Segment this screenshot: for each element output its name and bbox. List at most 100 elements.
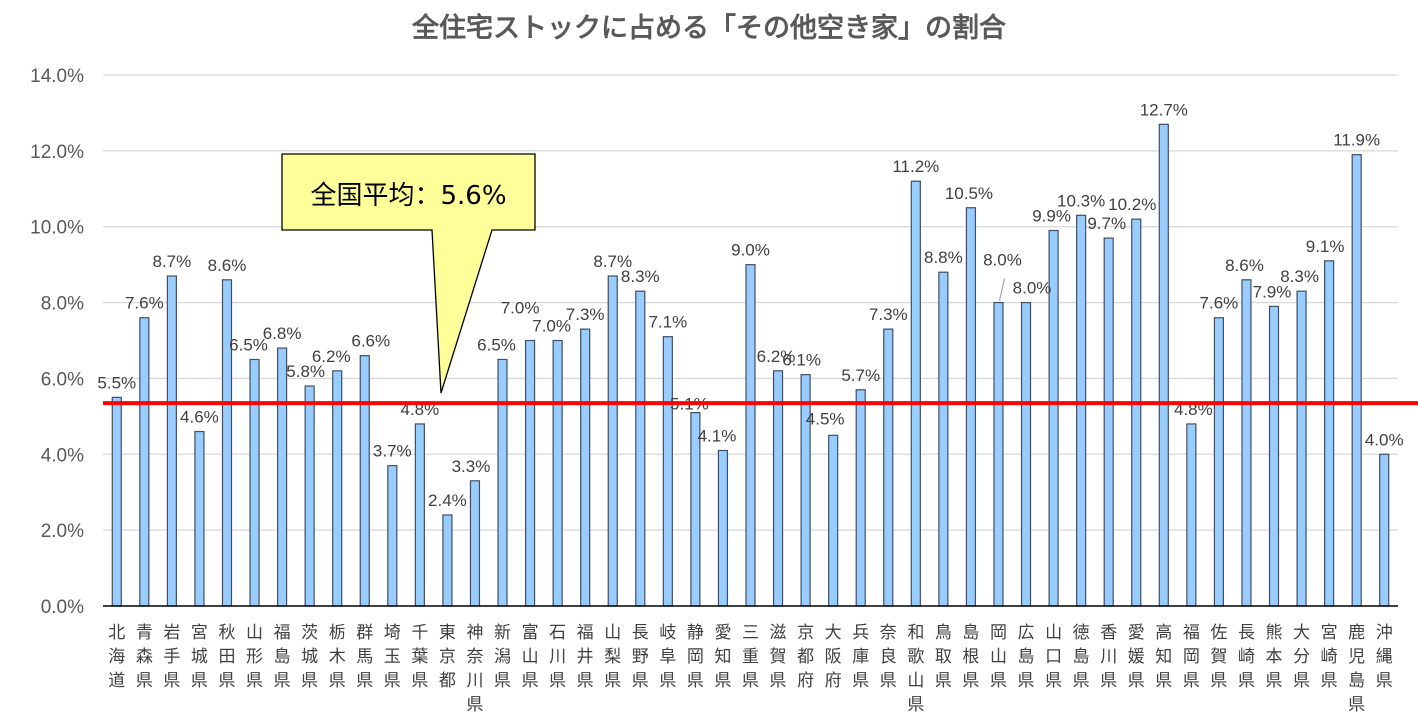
- data-label: 8.8%: [924, 248, 963, 267]
- x-category-label: 島根県: [962, 623, 979, 691]
- x-category-label: 茨城県: [301, 623, 318, 691]
- data-label: 9.9%: [1032, 207, 1071, 226]
- bar: [772, 370, 784, 607]
- bar: [1213, 317, 1225, 607]
- bar: [442, 514, 453, 607]
- data-label: 7.1%: [648, 313, 687, 332]
- bar: [910, 180, 921, 607]
- bar: [166, 275, 177, 607]
- bar: [414, 423, 425, 607]
- x-category-label: 広島県: [1018, 623, 1035, 691]
- data-label: 9.0%: [731, 241, 770, 260]
- x-category-label: 宮城県: [191, 623, 208, 691]
- data-label: 10.3%: [1057, 191, 1105, 210]
- bar: [1296, 290, 1307, 607]
- bar: [1379, 453, 1390, 607]
- x-category-label: 長野県: [632, 623, 649, 691]
- x-category-label: 大分県: [1293, 623, 1310, 691]
- x-category-label: 福岡県: [1183, 623, 1200, 691]
- data-label: 4.0%: [1365, 430, 1404, 449]
- x-category-label: 石川県: [549, 623, 566, 691]
- x-category-label: 愛知県: [714, 623, 731, 691]
- y-tick-label: 2.0%: [41, 521, 84, 542]
- callout-bubble: [281, 153, 536, 394]
- bar: [1324, 260, 1335, 607]
- bar: [387, 465, 398, 607]
- data-label: 7.6%: [1200, 294, 1239, 313]
- bar: [635, 290, 646, 607]
- x-category-label: 富山県: [522, 623, 539, 691]
- x-category-label: 福井県: [577, 623, 594, 691]
- data-label: 8.3%: [1280, 267, 1319, 286]
- chart-title: 全住宅ストックに占める「その他空き家」の割合: [412, 13, 1006, 44]
- bar: [221, 279, 233, 607]
- x-category-label: 岩手県: [163, 623, 180, 691]
- data-label: 6.5%: [477, 335, 516, 354]
- data-label: 7.3%: [869, 305, 908, 324]
- bars: [111, 123, 1390, 607]
- x-category-label: 兵庫県: [852, 623, 869, 691]
- data-label: 6.8%: [263, 324, 302, 343]
- bar: [993, 301, 1004, 607]
- x-category-label: 岐阜県: [659, 623, 676, 691]
- data-label: 7.0%: [532, 317, 571, 336]
- y-tick-label: 8.0%: [41, 294, 84, 315]
- bar: [662, 336, 673, 607]
- bar: [552, 339, 563, 607]
- data-label: 8.6%: [1225, 256, 1264, 275]
- y-tick-label: 6.0%: [41, 369, 84, 390]
- bar: [883, 328, 894, 607]
- bar: [304, 385, 315, 607]
- data-label: 7.6%: [125, 294, 164, 313]
- x-category-label: 愛媛県: [1128, 623, 1145, 691]
- bar: [745, 264, 756, 607]
- national-average-callout: 全国平均：5.6%: [281, 153, 536, 394]
- data-label: 7.0%: [501, 299, 540, 318]
- data-label: 11.9%: [1333, 131, 1380, 150]
- bar: [111, 396, 122, 607]
- data-label: 6.2%: [312, 347, 351, 366]
- y-tick-label: 10.0%: [30, 218, 84, 239]
- data-label: 5.8%: [286, 362, 325, 381]
- bar: [1076, 214, 1087, 607]
- data-label: 8.0%: [1013, 279, 1052, 298]
- x-category-label: 奈良県: [880, 623, 897, 691]
- x-category-label: 徳島県: [1073, 623, 1090, 691]
- x-category-label: 山口県: [1045, 623, 1062, 691]
- x-category-label: 長崎県: [1238, 623, 1255, 691]
- bar: [1020, 301, 1032, 607]
- bar: [855, 389, 866, 607]
- y-tick-label: 12.0%: [30, 142, 84, 163]
- x-category-label: 高知県: [1155, 623, 1172, 691]
- data-label: 3.7%: [373, 442, 412, 461]
- bar: [1241, 279, 1252, 607]
- bar: [1158, 123, 1169, 607]
- x-category-label: 岡山県: [990, 623, 1007, 691]
- bar: [524, 339, 536, 607]
- callout-text: 全国平均：5.6%: [310, 181, 506, 211]
- bar: [938, 271, 949, 607]
- data-label: 2.4%: [428, 491, 467, 510]
- data-label: 8.7%: [593, 252, 632, 271]
- x-category-label: 秋田県: [218, 623, 235, 691]
- x-category-label: 鳥取県: [935, 623, 952, 691]
- x-category-label: 群馬県: [356, 623, 373, 691]
- bar: [580, 328, 591, 607]
- bar: [1103, 237, 1114, 607]
- x-category-label: 鹿児島県: [1348, 623, 1365, 715]
- data-label: 8.6%: [208, 256, 247, 275]
- bar: [1351, 154, 1362, 607]
- x-category-label: 山梨県: [604, 623, 621, 691]
- x-category-label: 沖縄県: [1376, 623, 1393, 691]
- y-axis-tick-labels: 0.0% 2.0% 4.0% 6.0% 8.0% 10.0% 12.0% 14.0%: [30, 66, 84, 618]
- data-label: 6.1%: [782, 351, 821, 370]
- data-label: 4.5%: [806, 409, 845, 428]
- bar: [717, 449, 729, 607]
- data-label: 10.2%: [1108, 195, 1156, 214]
- x-category-label: 和歌山県: [907, 623, 924, 715]
- data-label: 5.5%: [97, 373, 136, 392]
- x-category-label: 宮崎県: [1321, 623, 1338, 691]
- bar: [1131, 218, 1142, 607]
- data-label: 12.7%: [1140, 100, 1188, 119]
